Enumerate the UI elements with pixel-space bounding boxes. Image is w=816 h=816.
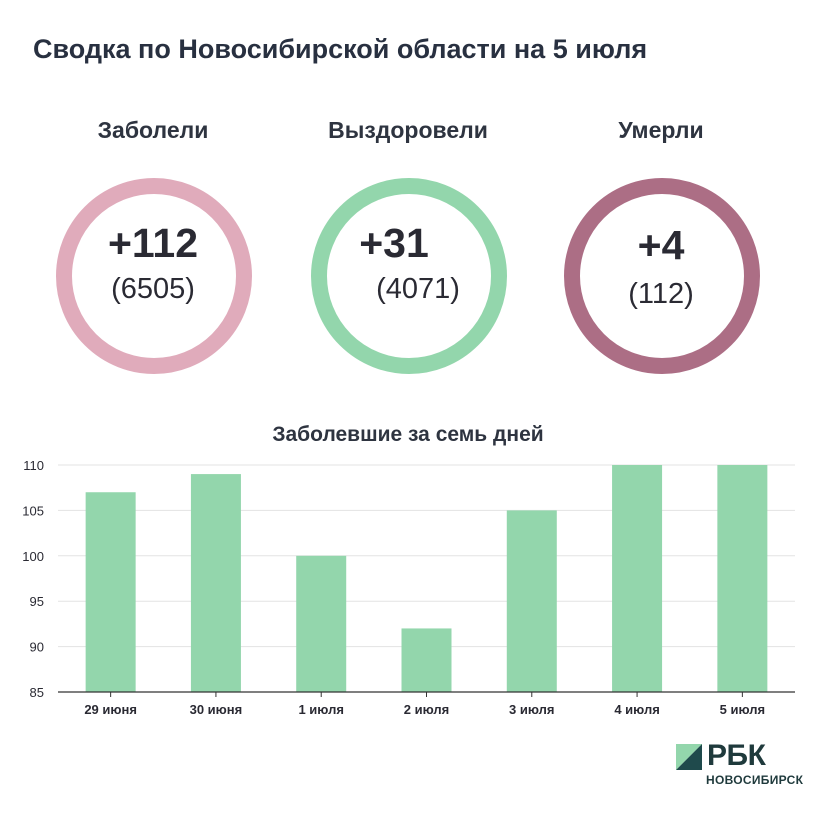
- y-tick-label: 105: [22, 503, 44, 518]
- bar: [717, 465, 768, 692]
- x-tick-label: 5 июля: [720, 702, 765, 717]
- y-tick-label: 95: [30, 594, 44, 609]
- x-tick-label: 3 июля: [509, 702, 554, 717]
- rbc-logo: РБК НОВОСИБИРСК: [676, 739, 816, 792]
- stat-deaths-total: (112): [628, 278, 694, 310]
- rbc-logo-mark: [676, 744, 702, 770]
- y-tick-label: 100: [22, 549, 44, 564]
- stat-deaths-label: Умерли: [618, 117, 704, 143]
- bar: [296, 555, 347, 692]
- stat-deaths: Умерли +4 (112): [541, 110, 781, 374]
- x-tick-label: 2 июля: [404, 702, 449, 717]
- bar: [85, 492, 136, 692]
- y-tick-label: 85: [30, 685, 44, 700]
- logo-brand: РБК: [707, 739, 766, 772]
- bar: [612, 465, 663, 692]
- stat-recovered-total: (4071): [376, 273, 460, 305]
- stat-cases-label: Заболели: [97, 117, 209, 143]
- stat-cases-total: (6505): [111, 273, 195, 305]
- stat-cases: Заболели +112 (6505): [33, 110, 273, 374]
- x-tick-label: 1 июля: [298, 702, 343, 717]
- stat-cases-delta: +112: [107, 220, 199, 266]
- chart-title: Заболевшие за семь дней: [272, 423, 544, 446]
- stat-recovered-label: Выздоровели: [328, 117, 488, 143]
- y-tick-label: 90: [30, 640, 44, 655]
- bar: [506, 510, 557, 692]
- stat-recovered-delta: +31: [359, 220, 429, 266]
- x-tick-label: 29 июня: [84, 702, 137, 717]
- stat-deaths-delta: +4: [637, 222, 685, 268]
- x-tick-label: 4 июля: [614, 702, 659, 717]
- stat-recovered: Выздоровели +31 (4071): [288, 110, 528, 374]
- y-tick-label: 110: [23, 458, 44, 473]
- daily-cases-chart: 85 90 95 100 105 110 29 июня 30 июня 1 июля 2 июл…: [22, 458, 795, 717]
- bar: [190, 474, 241, 692]
- logo-subtitle: НОВОСИБИРСК: [706, 773, 804, 787]
- page-title: Сводка по Новосибирской области на 5 июл…: [33, 34, 648, 64]
- bar: [401, 628, 452, 692]
- stat-deaths-ring: [564, 178, 760, 374]
- x-tick-label: 30 июня: [190, 702, 243, 717]
